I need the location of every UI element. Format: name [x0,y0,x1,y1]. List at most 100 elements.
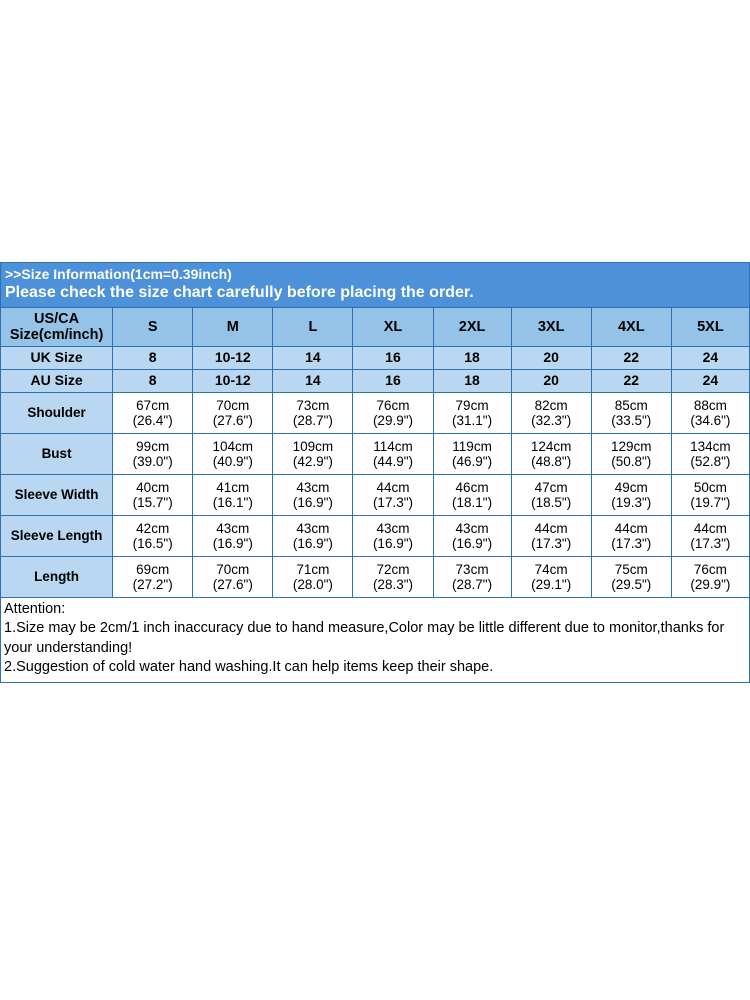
cell-cm: 69cm [136,561,170,577]
cell-shoulder-2xl: 79cm (31.1") [432,392,512,434]
cell-sleeve-width-s: 40cm (15.7") [112,474,194,516]
cell-cm: 49cm [614,479,648,495]
cell-sleeve-length-5xl: 44cm (17.3") [670,515,750,557]
cell-inch: (19.3") [611,495,652,510]
cell-cm: 73cm [455,561,489,577]
cell-inch: (27.6") [212,413,253,428]
cell-cm: 129cm [610,438,652,454]
cell-cm: 43cm [296,479,330,495]
cell-au-5xl: 24 [670,369,750,393]
cell-cm: 67cm [136,397,170,413]
size-header-5xl: 5XL [670,307,750,347]
cell-inch: (27.6") [212,577,253,592]
size-info-subtitle: Please check the size chart carefully be… [5,284,474,301]
cell-sleeve-width-5xl: 50cm (19.7") [670,474,750,516]
cell-au-l: 14 [272,369,354,393]
cell-inch: (29.1") [531,577,572,592]
cell-inch: (52.8") [690,454,731,469]
cell-bust-xl: 114cm (44.9") [352,433,434,475]
attention-notes: Attention: 1.Size may be 2cm/1 inch inac… [0,598,750,684]
size-table: US/CA Size(cm/inch) S M L XL 2XL 3XL 4XL… [0,307,750,598]
cell-cm: 74cm [534,561,568,577]
attention-note-1: 1.Size may be 2cm/1 inch inaccuracy due … [4,620,725,656]
cell-inch: (50.8") [611,454,652,469]
cell-cm: 43cm [216,520,250,536]
row-label-uk-size: UK Size [0,346,114,370]
cell-bust-4xl: 129cm (50.8") [590,433,672,475]
cell-inch: (28.7") [452,577,493,592]
cell-inch: (17.3") [531,536,572,551]
cell-cm: 76cm [376,397,410,413]
table-row: Sleeve Length 42cm (16.5") 43cm (16.9") 43… [0,515,750,557]
cell-bust-3xl: 124cm (48.8") [510,433,592,475]
cell-length-2xl: 73cm (28.7") [432,556,512,598]
size-header-s: S [112,307,194,347]
cell-uk-3xl: 20 [510,346,592,370]
cell-length-l: 71cm (28.0") [272,556,354,598]
cell-sleeve-width-2xl: 46cm (18.1") [432,474,512,516]
cell-cm: 50cm [693,479,727,495]
cell-uk-s: 8 [112,346,194,370]
cell-inch: (16.5") [132,536,173,551]
cell-sleeve-length-2xl: 43cm (16.9") [432,515,512,557]
cell-inch: (29.9") [372,413,413,428]
cell-inch: (18.1") [452,495,493,510]
cell-cm: 124cm [530,438,572,454]
table-row: Sleeve Width 40cm (15.7") 41cm (16.1") 43c… [0,474,750,516]
table-header-row: US/CA Size(cm/inch) S M L XL 2XL 3XL 4XL… [0,307,750,347]
cell-sleeve-length-4xl: 44cm (17.3") [590,515,672,557]
table-row: Bust 99cm (39.0") 104cm (40.9") 109cm (42.9… [0,433,750,475]
table-row: Length 69cm (27.2") 70cm (27.6") 71cm (28.0… [0,556,750,598]
cell-uk-m: 10-12 [192,346,274,370]
cell-inch: (28.0") [292,577,333,592]
cell-inch: (17.3") [611,536,652,551]
cell-inch: (19.7") [690,495,731,510]
cell-cm: 40cm [136,479,170,495]
cell-cm: 76cm [693,561,727,577]
cell-cm: 43cm [455,520,489,536]
cell-shoulder-l: 73cm (28.7") [272,392,354,434]
size-header-l: L [272,307,354,347]
table-row: Shoulder 67cm (26.4") 70cm (27.6") 73cm (28… [0,392,750,434]
cell-shoulder-5xl: 88cm (34.6") [670,392,750,434]
cell-cm: 43cm [296,520,330,536]
cell-inch: (26.4") [132,413,173,428]
cell-length-5xl: 76cm (29.9") [670,556,750,598]
cell-bust-5xl: 134cm (52.8") [670,433,750,475]
cell-inch: (31.1") [452,413,493,428]
cell-length-xl: 72cm (28.3") [352,556,434,598]
row-label-au-size: AU Size [0,369,114,393]
cell-inch: (39.0") [132,454,173,469]
size-header-xl: XL [352,307,434,347]
cell-sleeve-length-3xl: 44cm (17.3") [510,515,592,557]
cell-inch: (16.9") [292,536,333,551]
cell-cm: 82cm [534,397,568,413]
cell-bust-s: 99cm (39.0") [112,433,194,475]
cell-shoulder-4xl: 85cm (33.5") [590,392,672,434]
row-label-bust: Bust [0,433,114,475]
size-header-4xl: 4XL [590,307,672,347]
cell-inch: (46.9") [452,454,493,469]
cell-uk-4xl: 22 [590,346,672,370]
cell-inch: (34.6") [690,413,731,428]
row-label-shoulder: Shoulder [0,392,114,434]
cell-sleeve-width-l: 43cm (16.9") [272,474,354,516]
cell-inch: (28.3") [372,577,413,592]
cell-au-3xl: 20 [510,369,592,393]
cell-cm: 42cm [136,520,170,536]
cell-inch: (18.5") [531,495,572,510]
size-info-banner: >>Size Information(1cm=0.39inch) Please … [0,262,750,307]
cell-inch: (27.2") [132,577,173,592]
cell-sleeve-width-m: 41cm (16.1") [192,474,274,516]
cell-cm: 109cm [292,438,334,454]
cell-cm: 70cm [216,561,250,577]
cell-cm: 104cm [212,438,254,454]
size-header-m: M [192,307,274,347]
cell-cm: 44cm [693,520,727,536]
row-label-length: Length [0,556,114,598]
cell-inch: (15.7") [132,495,173,510]
size-header-3xl: 3XL [510,307,592,347]
cell-inch: (16.9") [452,536,493,551]
cell-cm: 44cm [614,520,648,536]
cell-inch: (42.9") [292,454,333,469]
